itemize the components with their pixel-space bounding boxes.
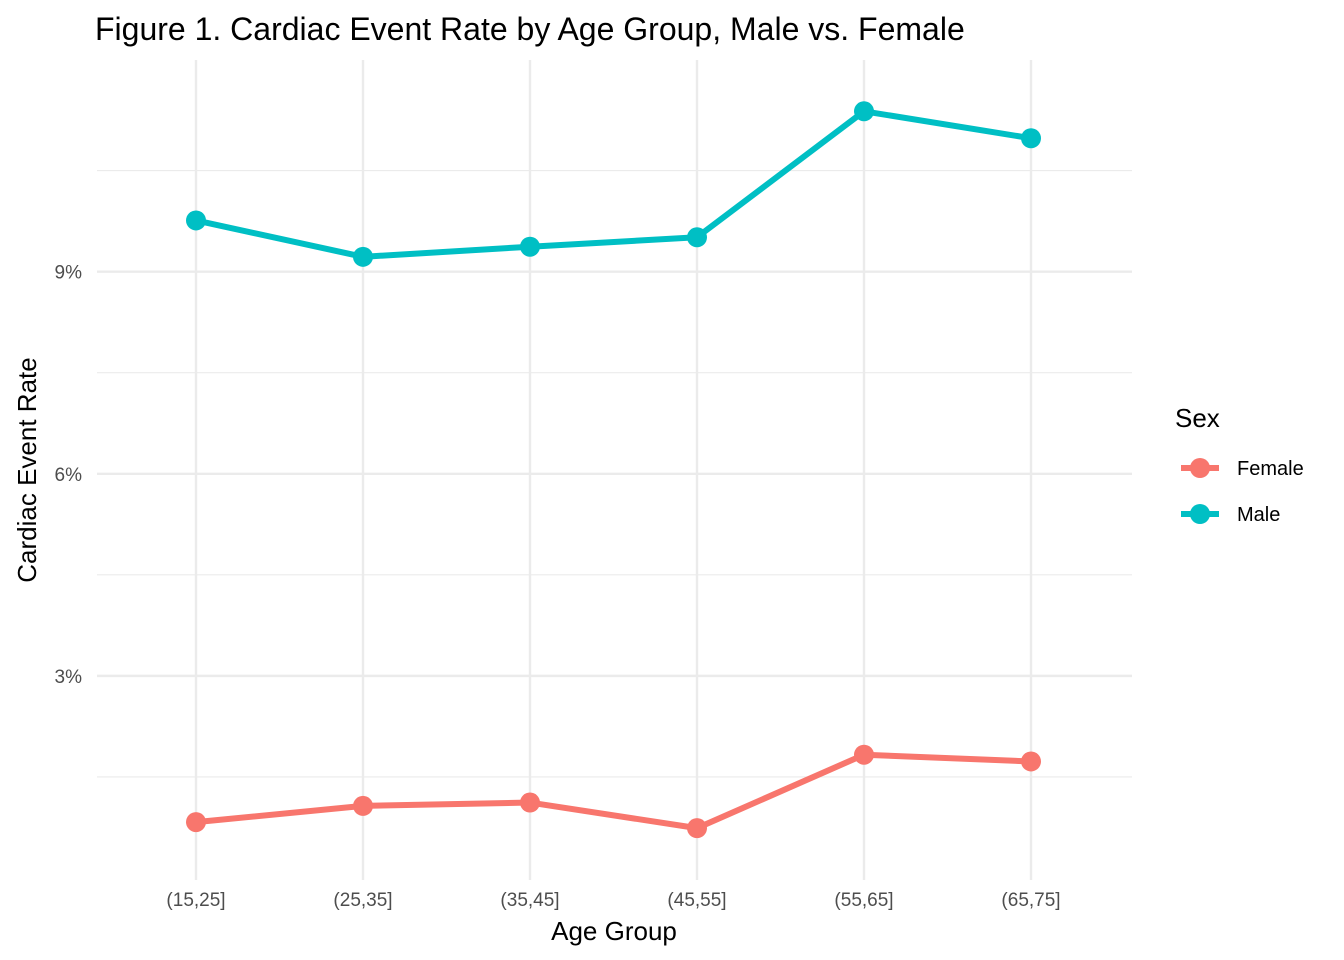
y-tick-label: 6% xyxy=(55,465,83,486)
series-layer xyxy=(186,101,1041,839)
data-point-female xyxy=(520,792,540,813)
data-point-female xyxy=(1021,751,1041,772)
y-tick-label: 9% xyxy=(55,263,83,284)
x-tick-label: (45,55] xyxy=(667,890,726,911)
data-point-male xyxy=(353,246,373,267)
data-point-female xyxy=(687,818,707,839)
y-axis-ticks: 3% 6% 9% xyxy=(55,263,83,688)
chart-title: Figure 1. Cardiac Event Rate by Age Grou… xyxy=(95,11,965,47)
x-tick-label: (55,65] xyxy=(834,890,893,911)
legend-label-female: Female xyxy=(1237,458,1304,480)
series-line-male xyxy=(195,108,1032,260)
x-axis-title: Age Group xyxy=(551,916,677,946)
x-axis-ticks: (15,25] (25,35] (35,45] (45,55] (55,65] (65,7… xyxy=(166,890,1060,911)
legend: Sex Female Male xyxy=(1175,403,1304,526)
data-point-male xyxy=(854,101,874,122)
data-point-female xyxy=(854,744,874,765)
data-point-male xyxy=(186,210,206,231)
x-tick-label: (15,25] xyxy=(166,890,225,911)
x-tick-label: (65,75] xyxy=(1001,890,1060,911)
data-point-male xyxy=(687,227,707,248)
x-tick-label: (35,45] xyxy=(500,890,559,911)
y-axis-title: Cardiac Event Rate xyxy=(12,357,42,582)
grid xyxy=(97,60,1132,880)
legend-key-point-male xyxy=(1190,504,1210,524)
legend-label-male: Male xyxy=(1237,504,1280,526)
data-point-female xyxy=(186,812,206,833)
data-point-male xyxy=(1021,128,1041,149)
x-tick-label: (25,35] xyxy=(333,890,392,911)
legend-title: Sex xyxy=(1175,403,1220,433)
y-tick-label: 3% xyxy=(55,667,83,688)
series-line-female xyxy=(195,751,1032,832)
data-point-male xyxy=(520,236,540,257)
legend-key-point-female xyxy=(1190,458,1210,478)
data-point-female xyxy=(353,795,373,816)
